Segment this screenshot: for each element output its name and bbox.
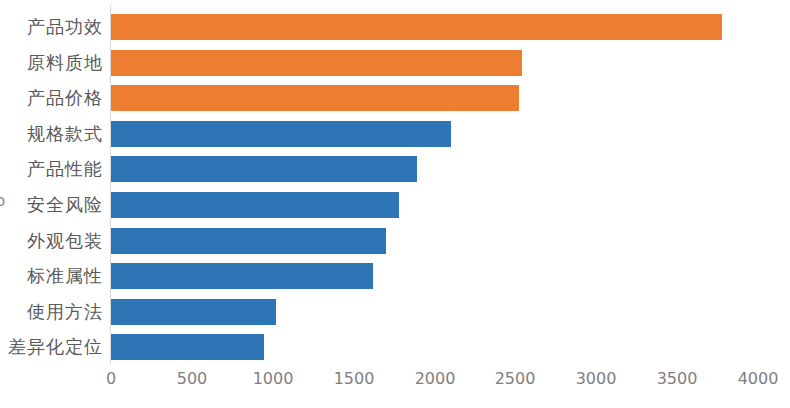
x-tick-label: 4000 — [738, 369, 779, 388]
category-label: 规格款式 — [0, 121, 103, 147]
x-tick-label: 1500 — [334, 369, 375, 388]
bar — [111, 156, 417, 182]
x-tick-label: 1000 — [253, 369, 294, 388]
x-tick-label: 2000 — [415, 369, 456, 388]
category-label: 原料质地 — [0, 50, 103, 76]
bar-chart: o 产品功效原料质地产品价格规格款式产品性能安全风险外观包装标准属性使用方法差异… — [0, 0, 790, 408]
category-label: 安全风险 — [0, 192, 103, 218]
x-tick-label: 500 — [177, 369, 208, 388]
bar — [111, 228, 386, 254]
category-label: 产品价格 — [0, 85, 103, 111]
x-tick-label: 0 — [106, 369, 116, 388]
bar — [111, 50, 522, 76]
category-label: 外观包装 — [0, 228, 103, 254]
x-tick-label: 3500 — [657, 369, 698, 388]
bar — [111, 85, 519, 111]
bar — [111, 121, 451, 147]
category-label: 差异化定位 — [0, 334, 103, 360]
category-label: 产品功效 — [0, 14, 103, 40]
bar — [111, 263, 373, 289]
bar — [111, 14, 722, 40]
bar — [111, 334, 264, 360]
category-label: 使用方法 — [0, 299, 103, 325]
category-label: 产品性能 — [0, 156, 103, 182]
x-tick-label: 3000 — [576, 369, 617, 388]
category-label: 标准属性 — [0, 263, 103, 289]
x-tick-label: 2500 — [495, 369, 536, 388]
bar — [111, 299, 276, 325]
bar — [111, 192, 399, 218]
